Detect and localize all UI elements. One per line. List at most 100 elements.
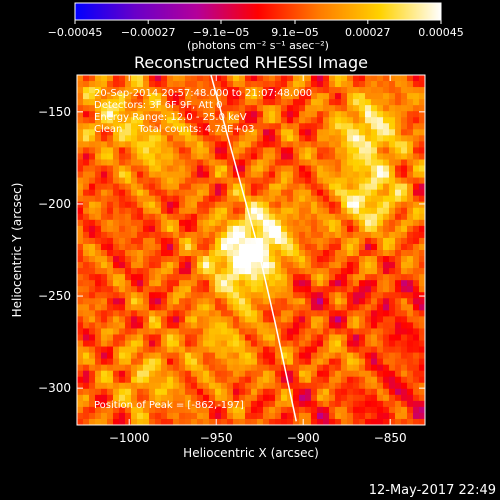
- heatmap-cell: [227, 316, 234, 324]
- heatmap-cell: [389, 370, 396, 378]
- heatmap-cell: [353, 93, 360, 100]
- heatmap-cell: [221, 262, 228, 269]
- heatmap-cell: [137, 81, 144, 88]
- heatmap-cell: [233, 274, 240, 281]
- heatmap-cell: [371, 225, 378, 233]
- heatmap-cell: [365, 165, 372, 173]
- heatmap-cell: [125, 418, 132, 425]
- heatmap-cell: [311, 111, 318, 118]
- heatmap-cell: [113, 99, 120, 106]
- heatmap-cell: [119, 81, 126, 88]
- heatmap-cell: [299, 310, 306, 317]
- heatmap-cell: [395, 81, 402, 88]
- heatmap-cell: [107, 231, 114, 239]
- heatmap-cell: [347, 153, 354, 161]
- heatmap-cell: [101, 123, 108, 130]
- heatmap-cell: [287, 418, 294, 425]
- heatmap-cell: [407, 388, 414, 396]
- heatmap-cell: [335, 231, 342, 239]
- heatmap-cell: [383, 225, 390, 233]
- heatmap-cell: [269, 286, 276, 293]
- heatmap-cell: [233, 376, 240, 384]
- heatmap-cell: [347, 225, 354, 233]
- heatmap-cell: [335, 328, 342, 336]
- heatmap-cell: [107, 256, 114, 263]
- heatmap-cell: [299, 304, 306, 311]
- info-annotations: 20-Sep-2014 20:57:48.000 to 21:07:48.000…: [94, 88, 312, 135]
- heatmap-cell: [389, 123, 396, 130]
- heatmap-cell: [89, 75, 96, 82]
- heatmap-cell: [233, 334, 240, 342]
- heatmap-cell: [137, 177, 144, 185]
- heatmap-cell: [239, 316, 246, 324]
- heatmap-cell: [263, 262, 270, 269]
- heatmap-cell: [251, 334, 258, 342]
- heatmap-cell: [227, 93, 234, 100]
- heatmap-cell: [113, 412, 120, 420]
- heatmap-cell: [419, 243, 425, 251]
- heatmap-cell: [107, 225, 114, 233]
- heatmap-cell: [89, 334, 96, 342]
- heatmap-cell: [335, 93, 342, 100]
- heatmap-cell: [383, 322, 390, 330]
- heatmap-cell: [179, 328, 186, 336]
- heatmap-cell: [335, 298, 342, 305]
- heatmap-cell: [251, 382, 258, 390]
- heatmap-cell: [401, 129, 408, 136]
- heatmap-cell: [173, 298, 180, 305]
- heatmap-cell: [359, 322, 366, 330]
- heatmap-cell: [395, 304, 402, 311]
- heatmap-cell: [341, 159, 348, 167]
- heatmap-cell: [275, 274, 282, 281]
- heatmap-cell: [311, 352, 318, 360]
- heatmap-cell: [239, 298, 246, 305]
- heatmap-cell: [179, 231, 186, 239]
- heatmap-cell: [329, 394, 336, 402]
- heatmap-cell: [191, 93, 198, 100]
- heatmap-cell: [119, 231, 126, 239]
- heatmap-cell: [353, 105, 360, 112]
- heatmap-cell: [149, 376, 156, 384]
- heatmap-cell: [299, 201, 306, 209]
- heatmap-cell: [377, 286, 384, 293]
- heatmap-cell: [413, 298, 420, 305]
- heatmap-cell: [209, 195, 216, 203]
- heatmap-cell: [161, 328, 168, 336]
- heatmap-cell: [353, 183, 360, 191]
- heatmap-cell: [119, 117, 126, 124]
- heatmap-cell: [149, 243, 156, 251]
- heatmap-cell: [77, 370, 84, 378]
- heatmap-cell: [233, 231, 240, 239]
- heatmap-cell: [185, 412, 192, 420]
- heatmap-cell: [353, 153, 360, 161]
- heatmap-cell: [305, 123, 312, 130]
- heatmap-cell: [407, 292, 414, 299]
- heatmap-cell: [305, 322, 312, 330]
- heatmap-cell: [137, 201, 144, 209]
- y-tick-label: −250: [38, 289, 71, 303]
- heatmap-cell: [251, 304, 258, 311]
- heatmap-cell: [239, 189, 246, 197]
- heatmap-cell: [143, 328, 150, 336]
- heatmap-cell: [401, 153, 408, 161]
- heatmap-cell: [119, 75, 126, 82]
- heatmap-cell: [113, 153, 120, 161]
- heatmap-cell: [323, 376, 330, 384]
- heatmap-cell: [407, 243, 414, 251]
- heatmap-cell: [83, 99, 90, 106]
- heatmap-cell: [215, 406, 222, 414]
- heatmap-cell: [347, 304, 354, 311]
- heatmap-cell: [233, 129, 240, 136]
- heatmap-cell: [269, 105, 276, 112]
- heatmap-cell: [173, 201, 180, 209]
- heatmap-cell: [353, 135, 360, 142]
- heatmap-cell: [101, 274, 108, 281]
- heatmap-cell: [89, 237, 96, 245]
- heatmap-cell: [251, 171, 258, 179]
- heatmap-cell: [203, 231, 210, 239]
- heatmap-cell: [317, 75, 324, 82]
- heatmap-cell: [299, 298, 306, 305]
- heatmap-cell: [95, 105, 102, 112]
- heatmap-cell: [149, 159, 156, 167]
- heatmap-cell: [305, 213, 312, 221]
